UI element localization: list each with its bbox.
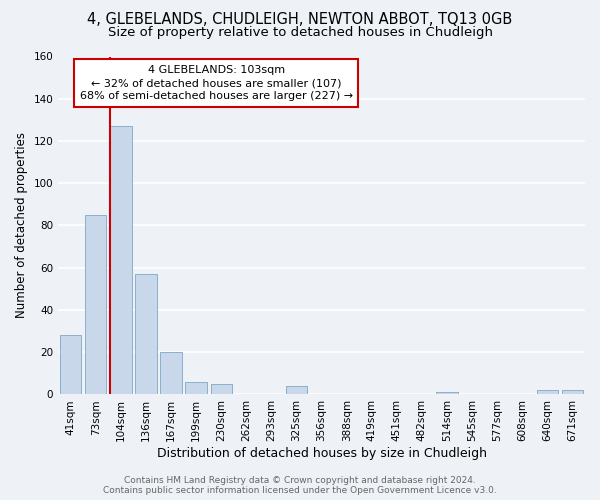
Bar (562, 390, 583, 394)
X-axis label: Distribution of detached houses by size in Chudleigh: Distribution of detached houses by size … (157, 447, 487, 460)
Bar (537, 390, 558, 394)
Bar (110, 126, 131, 394)
Bar (211, 384, 232, 394)
Bar (185, 382, 207, 394)
Bar (160, 352, 182, 395)
Bar (286, 386, 307, 394)
Bar (85, 215, 106, 394)
Y-axis label: Number of detached properties: Number of detached properties (15, 132, 28, 318)
Bar (136, 274, 157, 394)
Text: 4 GLEBELANDS: 103sqm
← 32% of detached houses are smaller (107)
68% of semi-deta: 4 GLEBELANDS: 103sqm ← 32% of detached h… (80, 65, 353, 102)
Bar (60, 336, 82, 394)
Text: 4, GLEBELANDS, CHUDLEIGH, NEWTON ABBOT, TQ13 0GB: 4, GLEBELANDS, CHUDLEIGH, NEWTON ABBOT, … (88, 12, 512, 28)
Text: Size of property relative to detached houses in Chudleigh: Size of property relative to detached ho… (107, 26, 493, 39)
Bar (436, 392, 458, 394)
Text: Contains HM Land Registry data © Crown copyright and database right 2024.
Contai: Contains HM Land Registry data © Crown c… (103, 476, 497, 495)
